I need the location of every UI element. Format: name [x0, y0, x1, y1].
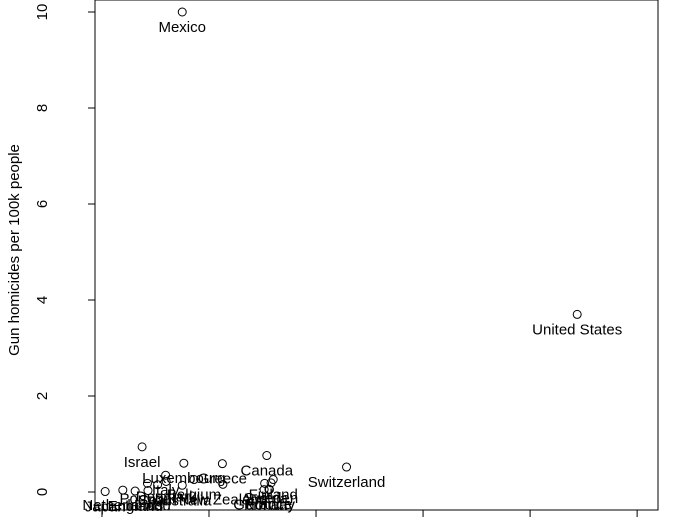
point-label: Austria	[241, 490, 288, 507]
point	[266, 478, 276, 488]
point-label: Ireland	[125, 498, 171, 515]
point	[177, 480, 187, 490]
point-label: Greece	[198, 471, 247, 488]
point-label: Netherlands	[82, 497, 163, 514]
y-tick-label: 10	[34, 4, 51, 21]
point	[142, 478, 152, 488]
point-label: Belgium	[167, 487, 221, 504]
point-label: Spain	[138, 492, 176, 509]
point-label: Norway	[244, 497, 295, 514]
y-tick-label: 8	[34, 104, 51, 112]
point-label: France	[246, 496, 293, 513]
point	[218, 479, 228, 489]
point-label: Australia	[153, 492, 212, 509]
point-label: Mexico	[158, 19, 206, 36]
point	[262, 451, 272, 461]
point-label: Japan	[85, 499, 126, 516]
point	[118, 485, 128, 495]
point-label: Italy	[152, 482, 180, 499]
point-label: New Zealand	[179, 491, 267, 508]
y-tick-label: 6	[34, 200, 51, 208]
point	[179, 458, 189, 468]
point	[161, 476, 171, 486]
point	[572, 309, 582, 319]
y-tick-label: 2	[34, 392, 51, 400]
point-label: Canada	[241, 463, 294, 480]
y-axis-label: Gun homicides per 100k people	[6, 144, 23, 356]
point	[259, 485, 269, 495]
point-label: Israel	[124, 454, 161, 471]
point	[264, 485, 274, 495]
point	[143, 486, 153, 496]
point	[130, 486, 140, 496]
point-label: Luxembourg	[142, 470, 225, 487]
y-tick-label: 4	[34, 296, 51, 304]
point	[342, 462, 352, 472]
point-label: Sweden	[244, 490, 298, 507]
plot-frame	[94, 0, 659, 511]
point	[137, 442, 147, 452]
y-tick-label: 0	[34, 488, 51, 496]
point	[217, 459, 227, 469]
point	[177, 7, 187, 17]
point-label: United States	[532, 321, 622, 338]
point	[100, 487, 110, 497]
point-label: Finland	[249, 487, 298, 504]
point-label: England	[108, 498, 163, 515]
point	[260, 478, 270, 488]
point	[153, 480, 163, 490]
point	[161, 470, 171, 480]
point-label: Germany	[233, 497, 295, 514]
point	[189, 475, 199, 485]
point-label: Switzerland	[308, 474, 386, 491]
